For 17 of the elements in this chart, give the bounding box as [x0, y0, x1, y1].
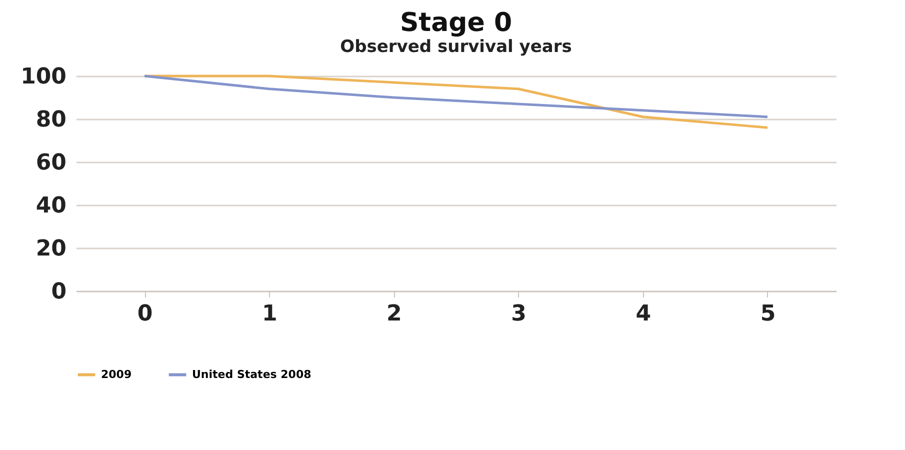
x-tick-label: 0 — [137, 302, 153, 326]
legend-label: United States 2008 — [192, 368, 312, 381]
y-tick-label: 60 — [36, 150, 66, 176]
x-tick-label: 4 — [636, 302, 652, 326]
chart-subtitle: Observed survival years — [340, 37, 572, 57]
x-tick-label: 2 — [386, 302, 402, 326]
legend-label: 2009 — [101, 368, 132, 381]
x-tick-label: 1 — [262, 302, 278, 326]
y-tick-label: 0 — [51, 280, 66, 304]
y-tick-label: 40 — [36, 194, 66, 218]
chart-title: Stage 0 — [400, 8, 512, 38]
x-tick-label: 5 — [760, 302, 776, 326]
x-tick-label: 3 — [511, 302, 526, 326]
y-tick-label: 20 — [36, 236, 66, 262]
y-tick-label: 80 — [36, 108, 66, 132]
y-tick-label: 100 — [20, 64, 66, 90]
line-series — [143, 74, 769, 118]
